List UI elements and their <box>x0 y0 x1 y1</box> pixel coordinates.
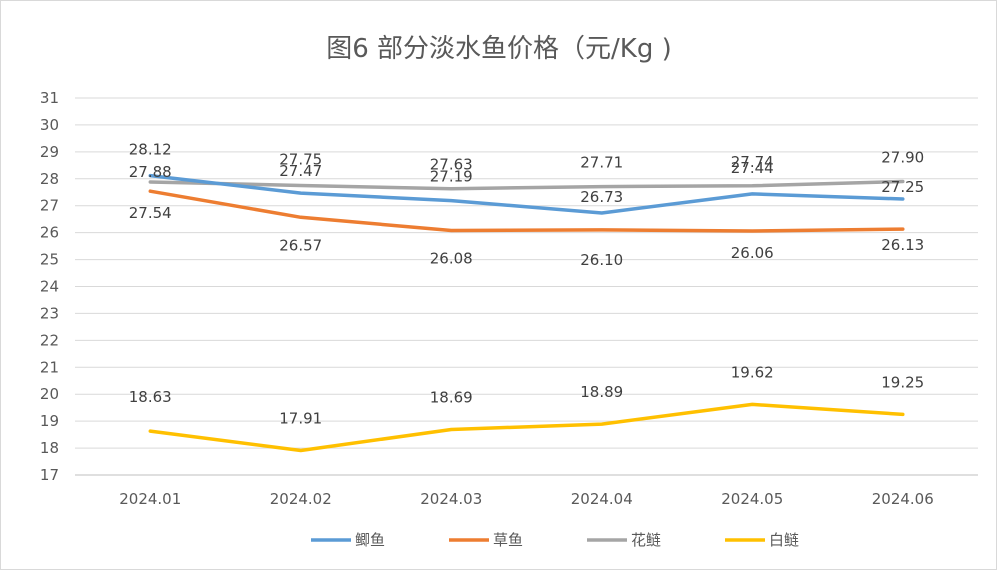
legend-label: 白鲢 <box>769 531 799 549</box>
y-axis: 17 18 19 20 21 22 23 24 25 26 27 28 29 30 31 <box>40 89 59 484</box>
data-label: 27.90 <box>881 148 924 166</box>
data-label: 26.73 <box>580 188 623 206</box>
y-tick-label: 22 <box>40 331 59 349</box>
data-label: 19.62 <box>731 363 774 381</box>
data-label: 26.57 <box>279 236 322 254</box>
y-tick-label: 17 <box>40 466 59 484</box>
data-label: 18.69 <box>430 388 473 406</box>
data-label: 27.54 <box>129 204 172 222</box>
series-line-4 <box>148 402 905 453</box>
x-axis: 2024.01 2024.02 2024.03 2024.04 2024.05 2024.… <box>119 490 934 508</box>
y-tick-label: 21 <box>40 358 59 376</box>
data-label: 27.19 <box>430 168 473 186</box>
data-label: 27.88 <box>129 163 172 181</box>
x-tick-label: 2024.04 <box>571 490 633 508</box>
y-tick-label: 18 <box>40 439 59 457</box>
y-tick-label: 26 <box>40 224 59 242</box>
y-tick-label: 30 <box>40 116 59 134</box>
y-tick-label: 29 <box>40 143 59 161</box>
data-label: 26.10 <box>580 251 623 269</box>
data-label: 27.25 <box>881 178 924 196</box>
y-tick-label: 23 <box>40 304 59 322</box>
data-label: 27.75 <box>279 151 322 169</box>
series-line-1 <box>148 173 905 215</box>
y-tick-label: 27 <box>40 197 59 215</box>
data-label: 27.47 <box>279 162 322 180</box>
data-label: 18.63 <box>129 388 172 406</box>
x-tick-label: 2024.01 <box>119 490 181 508</box>
data-label: 26.08 <box>430 249 473 267</box>
data-label: 27.63 <box>430 156 473 174</box>
legend-label: 鲫鱼 <box>355 531 385 549</box>
y-tick-label: 25 <box>40 251 59 269</box>
y-tick-label: 24 <box>40 278 59 296</box>
data-label: 28.12 <box>129 141 172 159</box>
y-tick-label: 20 <box>40 385 59 403</box>
chart-title: 图6 部分淡水鱼价格（元/Kg ) <box>326 34 672 64</box>
series-lines <box>148 173 905 453</box>
legend-label: 草鱼 <box>493 531 523 549</box>
legend-label: 花鲢 <box>631 531 661 549</box>
data-label: 26.13 <box>881 236 924 254</box>
x-tick-label: 2024.05 <box>721 490 783 508</box>
series-line-2 <box>148 189 905 233</box>
data-labels: 28.12 27.47 27.19 26.73 27.44 27.25 27.54 26.57… <box>129 141 924 428</box>
x-tick-label: 2024.02 <box>270 490 332 508</box>
data-label: 17.91 <box>279 409 322 427</box>
data-label: 27.44 <box>731 159 774 177</box>
y-tick-label: 31 <box>40 89 59 107</box>
data-label: 26.06 <box>731 244 774 262</box>
grid <box>75 97 978 476</box>
x-tick-label: 2024.06 <box>872 490 934 508</box>
series-line-3 <box>148 179 905 191</box>
legend: 鲫鱼 草鱼 花鲢 白鲢 <box>311 531 799 549</box>
data-label: 27.74 <box>731 153 774 171</box>
y-tick-label: 28 <box>40 170 59 188</box>
data-label: 19.25 <box>881 373 924 391</box>
x-tick-label: 2024.03 <box>420 490 482 508</box>
data-label: 18.89 <box>580 383 623 401</box>
y-tick-label: 19 <box>40 412 59 430</box>
data-label: 27.71 <box>580 154 623 172</box>
